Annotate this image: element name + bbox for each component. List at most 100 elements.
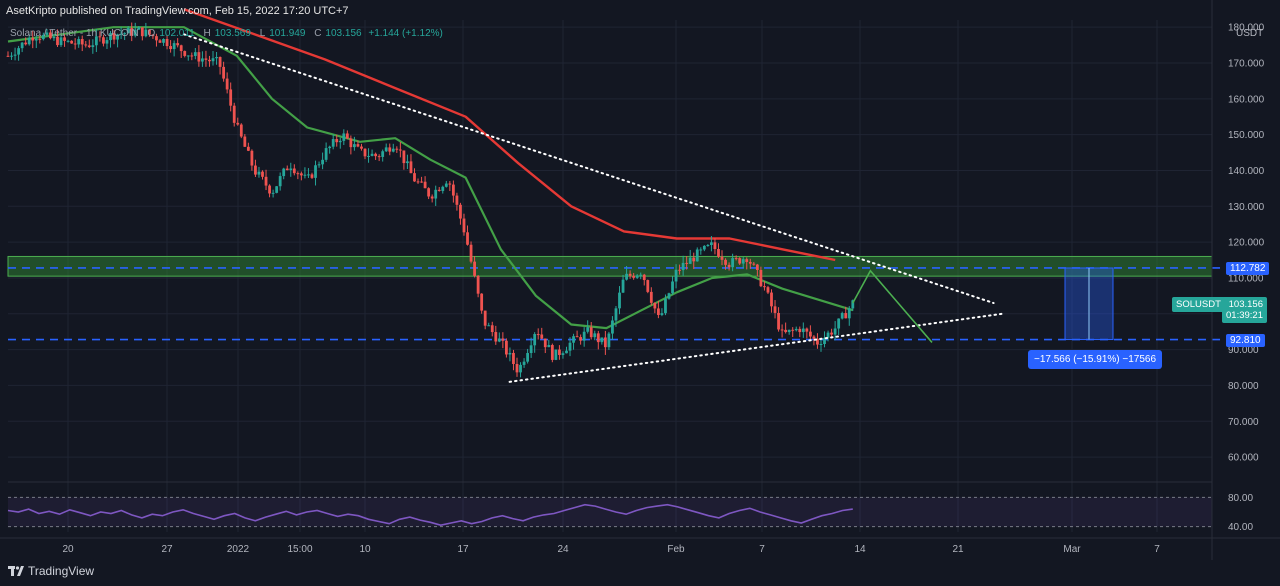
candle-body	[614, 308, 618, 321]
candle-body	[727, 264, 731, 268]
price-tick-label: 160.000	[1228, 94, 1265, 105]
price-tick-label: 90.000	[1228, 345, 1259, 356]
candle-body	[575, 336, 579, 338]
low-value: 101.949	[269, 28, 306, 39]
candle-body	[176, 43, 180, 46]
candle-body	[215, 57, 218, 59]
candle-body	[554, 349, 558, 360]
candle-body	[770, 292, 773, 307]
candle-body	[731, 258, 735, 268]
candle-body	[582, 331, 586, 341]
symbol-title: Solana / Tether - 1h KUCOIN	[10, 28, 139, 39]
last-price: 103.156	[1228, 299, 1263, 310]
trendlines	[183, 33, 1004, 383]
symbol-tag: SOLUSDT	[1172, 297, 1225, 312]
upper-trendline	[183, 33, 995, 305]
candle-body	[497, 338, 501, 342]
candle-body	[80, 39, 84, 45]
candle-body	[787, 329, 791, 333]
candle-body	[282, 168, 286, 177]
candle-body	[512, 352, 515, 364]
candle-body	[826, 332, 830, 338]
candle-body	[476, 275, 480, 294]
price-tick-label: 170.000	[1228, 58, 1265, 69]
rsi-line	[7, 503, 853, 527]
candle-body	[34, 38, 38, 41]
candle-body	[52, 36, 56, 39]
candle-body	[628, 273, 632, 276]
candle-body	[773, 306, 777, 313]
price-axis-currency: USDT	[1236, 28, 1263, 39]
candle-body	[713, 242, 717, 250]
candle-body	[430, 196, 434, 199]
candle-body	[741, 259, 745, 264]
candle-body	[840, 313, 844, 319]
moving-averages	[7, 8, 854, 330]
candle-body	[307, 174, 310, 176]
time-tick-label: 21	[952, 544, 964, 555]
candle-body	[236, 122, 240, 125]
candle-body	[646, 280, 650, 292]
candle-body	[688, 257, 692, 264]
candle-body	[162, 38, 165, 43]
candle-body	[692, 257, 696, 262]
candle-body	[17, 48, 21, 55]
candle-body	[801, 328, 805, 333]
candle-body	[130, 28, 134, 36]
candle-body	[536, 334, 540, 336]
candle-body	[459, 204, 462, 219]
candle-body	[550, 345, 554, 360]
candle-body	[314, 165, 317, 178]
candle-body	[363, 148, 367, 157]
candle-body	[533, 334, 537, 346]
high-value: 103.569	[214, 28, 251, 39]
price-levels	[8, 267, 1225, 341]
candle-body	[664, 298, 667, 314]
footer-brand[interactable]: TradingView	[8, 564, 94, 578]
measure-box	[1064, 267, 1114, 341]
candle-body	[529, 345, 533, 354]
candle-body	[720, 256, 724, 260]
candle-body	[780, 329, 784, 331]
candle-body	[140, 27, 144, 37]
candle-body	[642, 274, 646, 281]
candle-body	[116, 34, 119, 40]
candle-body	[169, 46, 172, 50]
candle-body	[292, 168, 296, 174]
candle-body	[345, 133, 349, 139]
candle-body	[112, 33, 116, 40]
candle-body	[257, 171, 261, 175]
candle-body	[607, 333, 611, 348]
candle-body	[784, 329, 788, 333]
candle-body	[299, 173, 303, 176]
candle-body	[586, 327, 590, 332]
candle-body	[603, 337, 607, 348]
candle-body	[353, 144, 356, 148]
candle-body	[172, 43, 176, 50]
candle-body	[126, 28, 130, 34]
candle-body	[808, 331, 812, 337]
high-label: H	[203, 28, 211, 39]
resistance-zone-rect	[7, 255, 1213, 277]
candle-body	[844, 313, 848, 319]
candle-body	[285, 168, 289, 171]
candle-body	[572, 336, 575, 343]
candle-body	[193, 52, 197, 56]
candle-body	[579, 337, 583, 341]
resistance-price-tag: 112.782	[1226, 262, 1270, 275]
candle-body	[685, 262, 689, 264]
candle-body	[473, 261, 476, 276]
candle-body	[158, 40, 162, 43]
candle-body	[395, 148, 399, 150]
candle-body	[98, 36, 102, 38]
rsi-band	[8, 497, 1212, 527]
candle-body	[724, 259, 727, 265]
candle-body	[222, 66, 226, 79]
time-tick-label: 10	[359, 544, 371, 555]
candle-body	[837, 318, 841, 329]
candle-body	[278, 176, 282, 187]
candle-body	[59, 37, 63, 46]
candle-body	[218, 57, 222, 67]
